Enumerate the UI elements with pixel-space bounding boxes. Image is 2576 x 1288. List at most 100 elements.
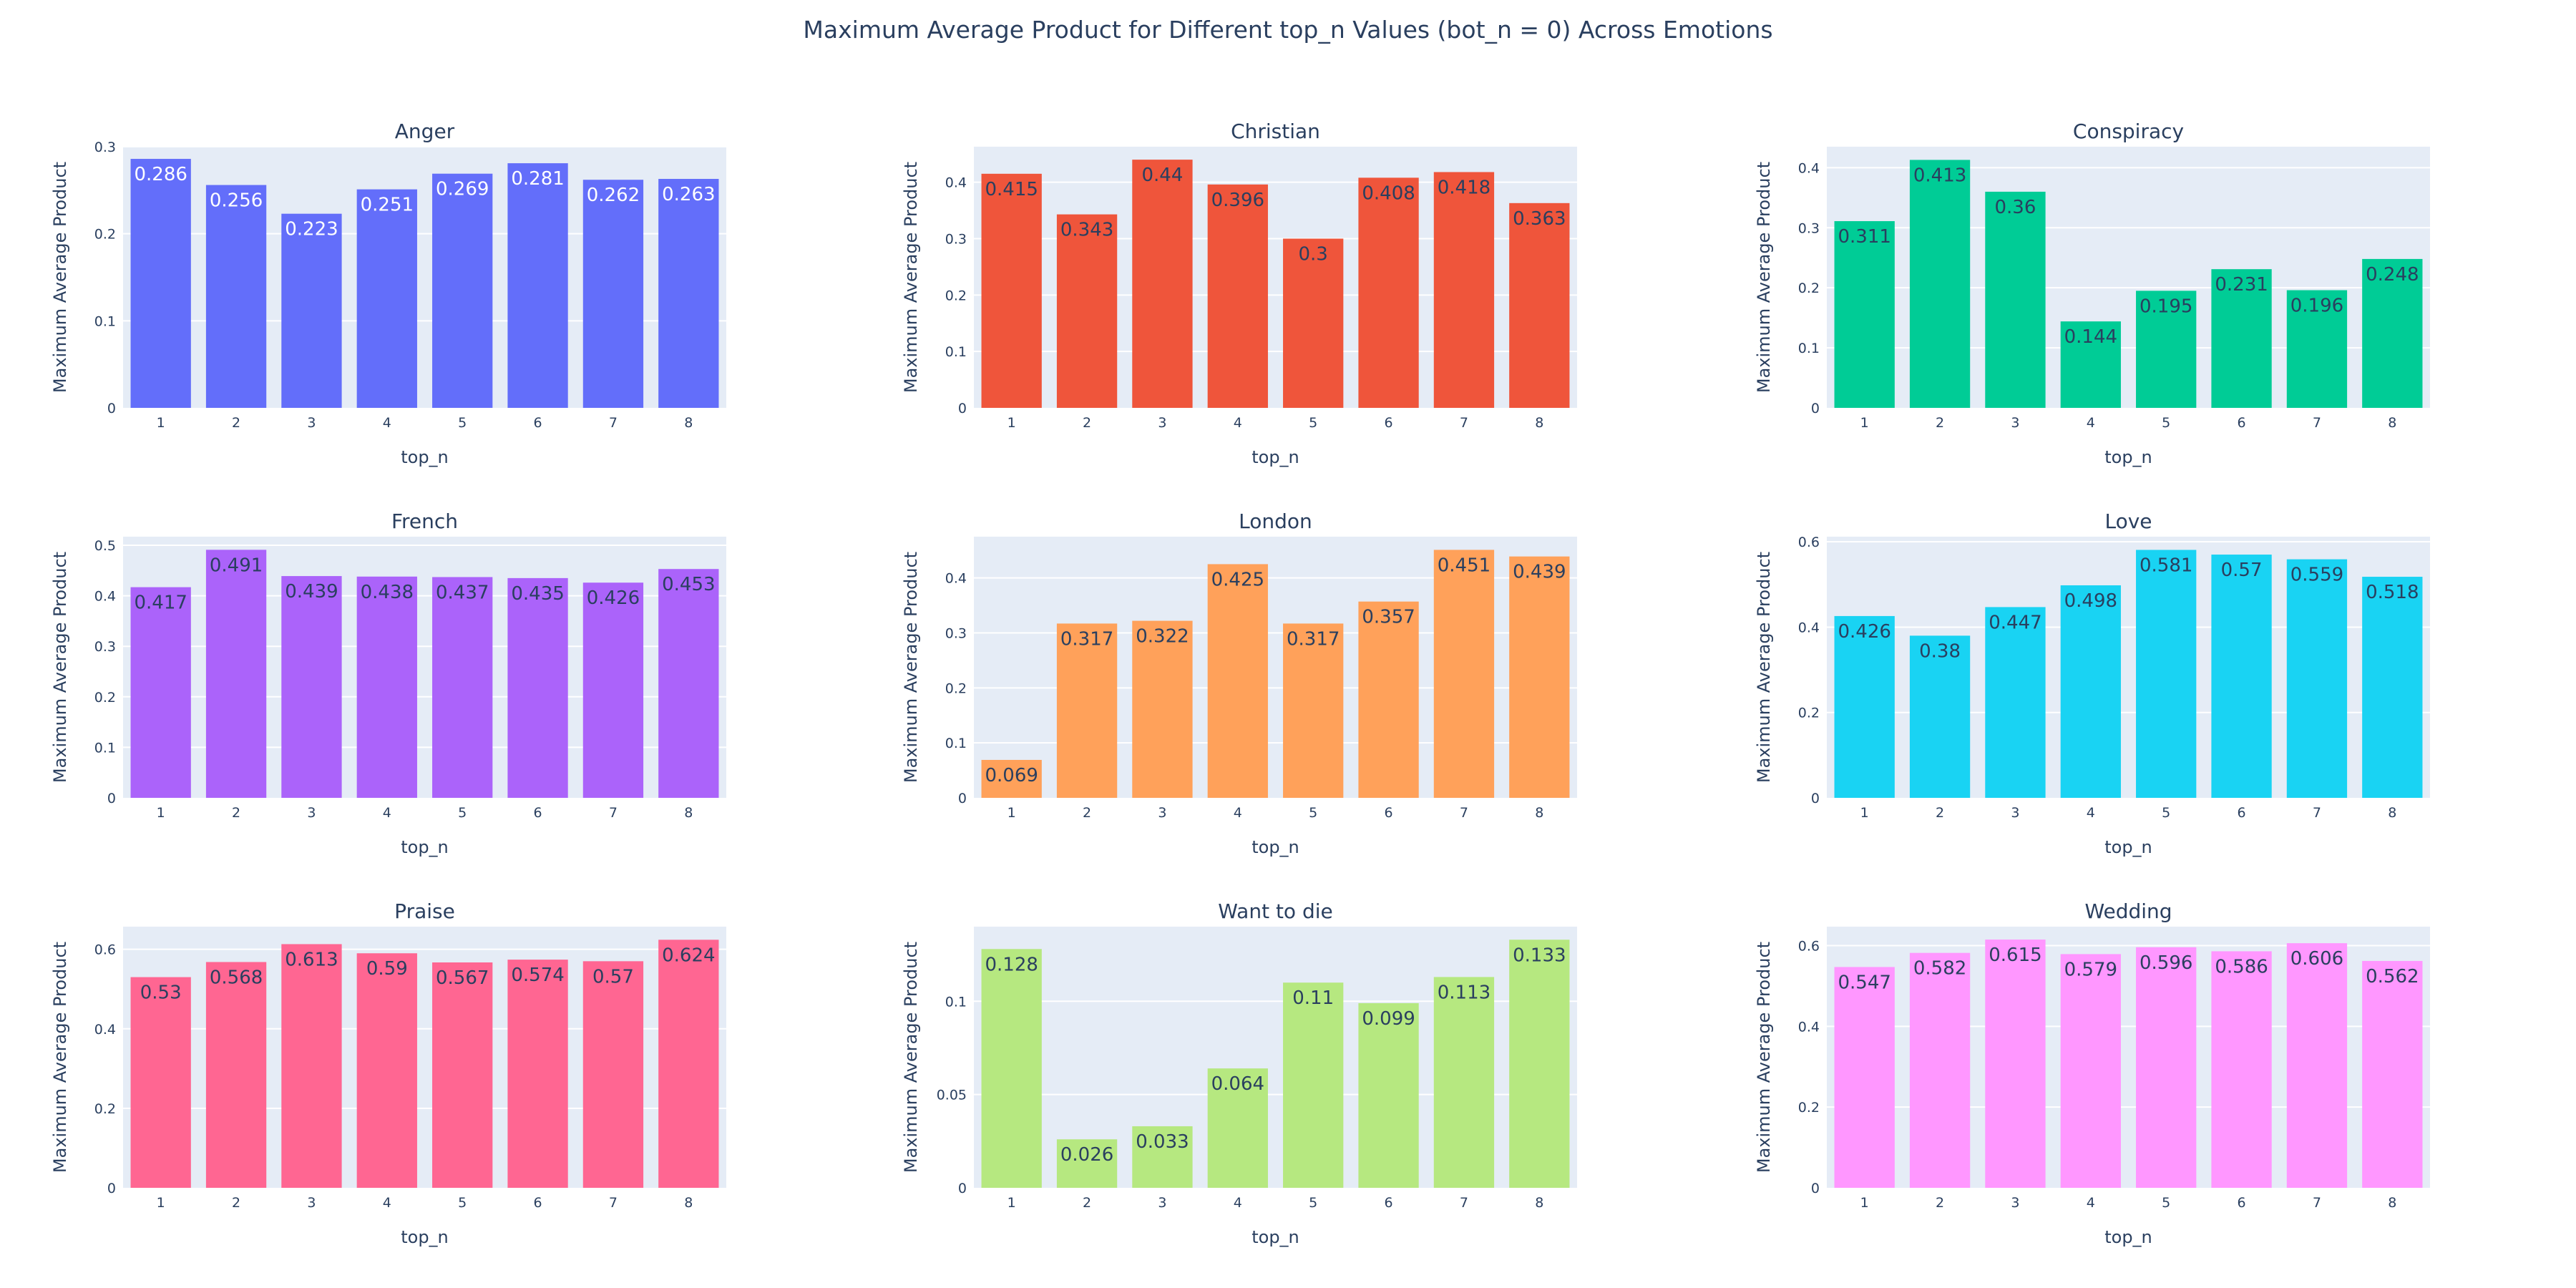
bar <box>2060 321 2121 408</box>
x-tick-label: 1 <box>157 415 165 431</box>
bar-data-label: 0.281 <box>511 168 564 190</box>
bar <box>1433 172 1495 408</box>
bar-data-label: 0.408 <box>1362 182 1415 204</box>
x-tick-label: 5 <box>458 1195 467 1211</box>
bar-data-label: 0.447 <box>1989 612 2041 633</box>
y-tick-label: 0.6 <box>94 942 116 958</box>
bar <box>507 163 568 408</box>
subplot-title: French <box>391 509 458 533</box>
y-tick-label: 0 <box>1811 791 1820 806</box>
bar-data-label: 0.311 <box>1838 226 1890 248</box>
x-tick-label: 3 <box>1158 1195 1166 1211</box>
x-tick-label: 7 <box>609 1195 618 1211</box>
x-tick-label: 7 <box>609 415 618 431</box>
x-tick-label: 4 <box>1234 805 1242 821</box>
x-axis-label: top_n <box>1252 1227 1299 1247</box>
y-tick-label: 0.3 <box>94 639 116 655</box>
bar-data-label: 0.11 <box>1292 987 1334 1009</box>
y-tick-label: 0 <box>107 401 116 416</box>
y-tick-label: 0.1 <box>945 736 967 751</box>
bar <box>507 960 568 1188</box>
x-tick-label: 2 <box>232 805 240 821</box>
x-tick-label: 1 <box>1008 1195 1016 1211</box>
x-tick-label: 7 <box>2313 1195 2321 1211</box>
subplot-want-to-die: 0 0.05 0.1 0.128 1 0.026 2 0.033 3 0.064 4 0.11 5 0.0… <box>901 899 1577 1247</box>
bar <box>1509 556 1570 798</box>
x-tick-label: 2 <box>1936 415 1944 431</box>
bar-data-label: 0.439 <box>285 581 338 602</box>
bar-data-label: 0.425 <box>1211 569 1264 590</box>
y-tick-label: 0 <box>107 1181 116 1196</box>
bar <box>2362 960 2423 1188</box>
y-tick-label: 0.1 <box>945 344 967 360</box>
bar-data-label: 0.451 <box>1438 555 1491 576</box>
bar-data-label: 0.439 <box>1513 562 1566 583</box>
bar <box>1509 940 1570 1188</box>
x-tick-label: 8 <box>684 415 693 431</box>
subplot-title: Love <box>2104 509 2152 533</box>
bar <box>1207 564 1268 798</box>
x-axis-label: top_n <box>401 837 449 857</box>
bar-data-label: 0.559 <box>2290 565 2343 586</box>
bar <box>2060 954 2121 1188</box>
y-axis-label: Maximum Average Product <box>50 942 70 1173</box>
subplot-london: 0 0.1 0.2 0.3 0.4 0.069 1 0.317 2 0.322 3 0.425 4 0.3… <box>901 509 1577 857</box>
bar <box>356 953 417 1188</box>
x-tick-label: 6 <box>534 415 542 431</box>
bar-data-label: 0.518 <box>2366 582 2419 603</box>
bar <box>281 213 342 408</box>
bar-data-label: 0.144 <box>2064 326 2117 348</box>
bar-data-label: 0.57 <box>592 966 634 987</box>
x-axis-label: top_n <box>1252 447 1299 467</box>
bar-data-label: 0.396 <box>1211 190 1264 211</box>
bar-data-label: 0.44 <box>1141 165 1183 186</box>
y-tick-label: 0.2 <box>94 1101 116 1117</box>
bar <box>356 189 417 408</box>
bar-data-label: 0.317 <box>1287 628 1340 650</box>
bar <box>1207 1068 1268 1188</box>
bar-data-label: 0.426 <box>587 587 640 609</box>
bar-data-label: 0.581 <box>2140 555 2192 576</box>
x-tick-label: 5 <box>1309 805 1317 821</box>
bar-data-label: 0.562 <box>2366 966 2419 987</box>
bar <box>205 185 267 408</box>
bar-data-label: 0.624 <box>662 945 715 966</box>
x-tick-label: 6 <box>2238 415 2246 431</box>
bar-data-label: 0.53 <box>140 982 182 1004</box>
x-tick-label: 8 <box>2388 805 2396 821</box>
bar-data-label: 0.251 <box>361 195 414 216</box>
bar <box>1985 607 2046 798</box>
subplot-title: Want to die <box>1218 899 1332 923</box>
bar <box>1056 623 1118 798</box>
bar <box>205 962 267 1188</box>
x-tick-label: 7 <box>609 805 618 821</box>
y-tick-label: 0 <box>107 791 116 806</box>
bar <box>582 582 644 798</box>
bar <box>2362 258 2423 408</box>
bar <box>1358 1002 1419 1188</box>
y-axis-label: Maximum Average Product <box>1754 162 1774 393</box>
bar <box>205 550 267 798</box>
y-tick-label: 0 <box>958 401 967 416</box>
bar-data-label: 0.567 <box>436 967 489 989</box>
y-tick-label: 0.3 <box>1798 220 1820 236</box>
bar <box>2211 951 2272 1188</box>
subplot-love: 0 0.2 0.4 0.6 0.426 1 0.38 2 0.447 3 0.498 4 0.581 5 0… <box>1754 509 2430 857</box>
x-axis-label: top_n <box>2104 837 2152 857</box>
bar-data-label: 0.586 <box>2215 956 2268 977</box>
subplot-title: Wedding <box>2084 899 2172 923</box>
bar <box>1909 160 1971 408</box>
x-tick-label: 5 <box>1309 1195 1317 1211</box>
bar <box>2362 577 2423 798</box>
y-tick-label: 0.4 <box>94 589 116 605</box>
x-tick-label: 7 <box>2313 805 2321 821</box>
bar <box>1132 620 1193 798</box>
bar-data-label: 0.568 <box>210 967 263 988</box>
bar-data-label: 0.437 <box>436 582 489 603</box>
y-axis-label: Maximum Average Product <box>50 552 70 783</box>
x-tick-label: 2 <box>1936 1195 1944 1211</box>
bar <box>2136 947 2197 1188</box>
bar <box>1358 177 1419 409</box>
x-tick-label: 4 <box>383 1195 391 1211</box>
